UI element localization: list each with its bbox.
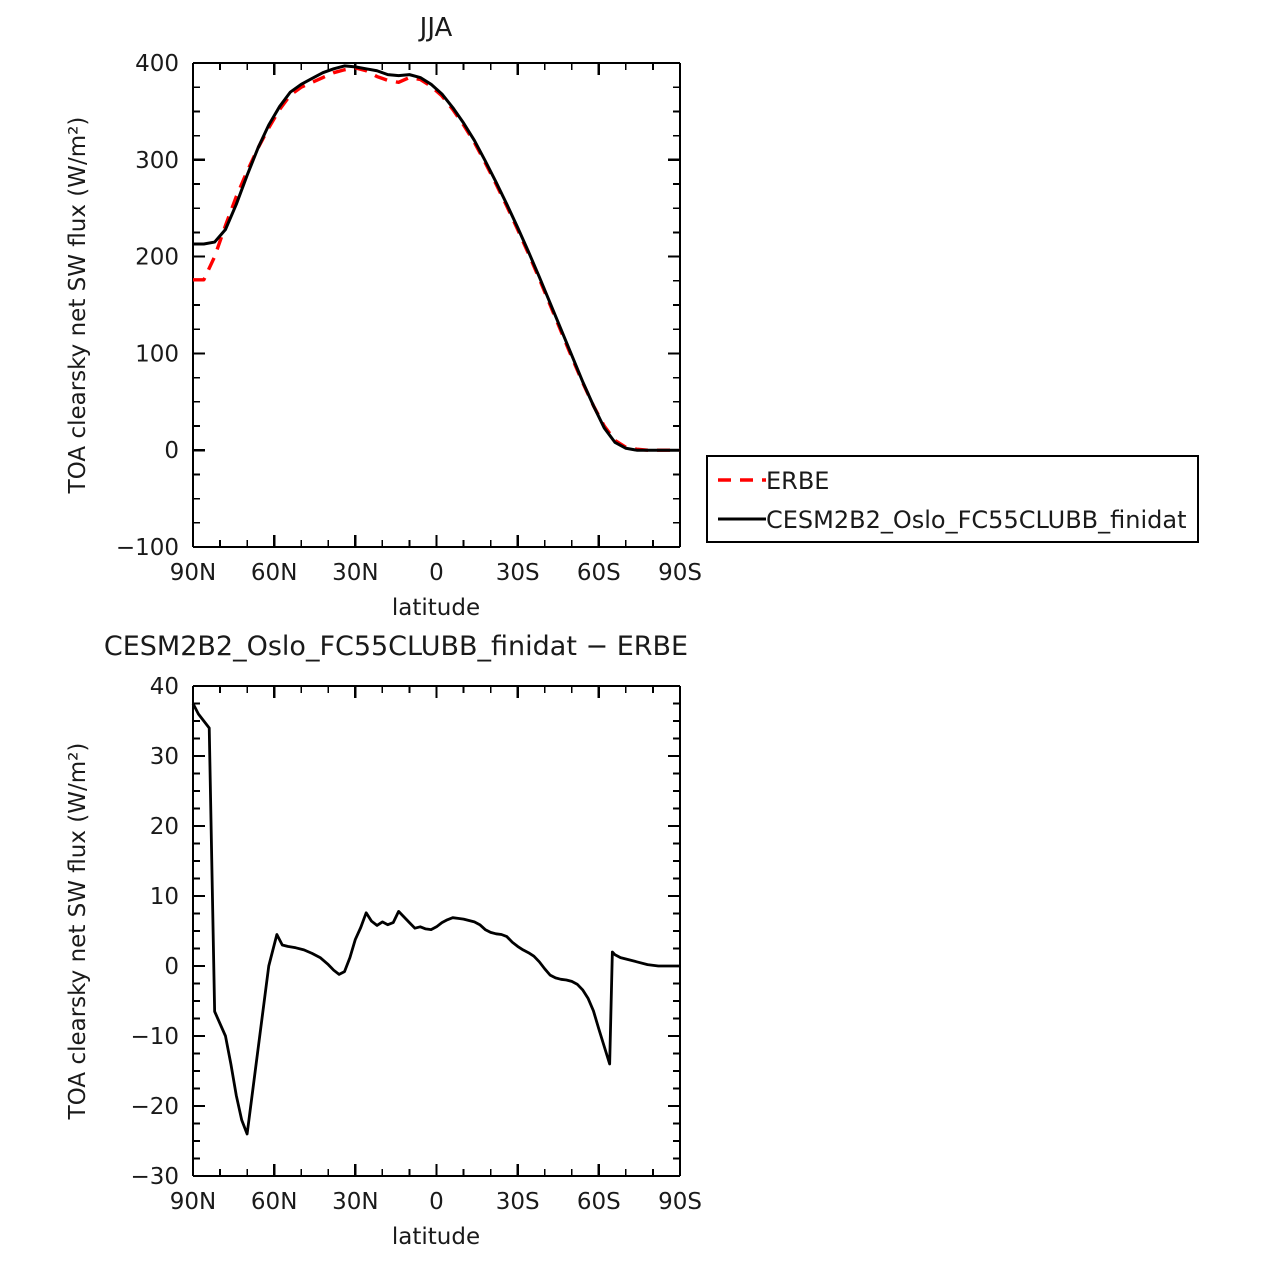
xtick-label: 0	[429, 1189, 444, 1215]
xtick-label: 90N	[170, 1189, 216, 1215]
ytick-label: 300	[135, 148, 179, 174]
ytick-label: 400	[135, 51, 179, 77]
ytick-label: −10	[130, 1024, 179, 1050]
top-panel-xlabel: latitude	[392, 595, 480, 621]
xtick-label: 30S	[496, 1189, 540, 1215]
xtick-label: 90N	[170, 560, 216, 586]
xtick-label: 30S	[496, 560, 540, 586]
xtick-label: 0	[429, 560, 444, 586]
ytick-label: 0	[164, 954, 179, 980]
ytick-label: −30	[130, 1164, 179, 1190]
xtick-label: 90S	[658, 560, 702, 586]
top-panel-title: JJA	[418, 13, 453, 43]
legend-label-cesm2b2: CESM2B2_Oslo_FC55CLUBB_finidat	[766, 506, 1187, 534]
bottom-panel-ylabel: TOA clearsky net SW flux (W/m²)	[65, 743, 91, 1121]
legend-label-erbe: ERBE	[766, 467, 829, 495]
ytick-label: −100	[116, 535, 179, 561]
xtick-label: 60S	[577, 560, 621, 586]
bottom-panel-xlabel: latitude	[392, 1224, 480, 1250]
ytick-label: 200	[135, 245, 179, 271]
xtick-label: 60S	[577, 1189, 621, 1215]
ytick-label: 0	[164, 438, 179, 464]
plot-figure: JJA −1000100200300400 90N60N30N030S60S90…	[0, 0, 1263, 1263]
legend-entry-cesm2b2[interactable]: CESM2B2_Oslo_FC55CLUBB_finidat	[718, 506, 1187, 534]
figure-root: JJA −1000100200300400 90N60N30N030S60S90…	[0, 0, 1263, 1263]
legend: ERBE CESM2B2_Oslo_FC55CLUBB_finidat	[707, 456, 1198, 542]
xtick-label: 30N	[332, 1189, 378, 1215]
xtick-label: 30N	[332, 560, 378, 586]
ytick-label: 10	[150, 884, 179, 910]
ytick-label: 20	[150, 814, 179, 840]
xtick-label: 60N	[251, 1189, 297, 1215]
top-panel-ylabel: TOA clearsky net SW flux (W/m²)	[65, 117, 91, 495]
xtick-label: 90S	[658, 1189, 702, 1215]
ytick-label: 40	[150, 674, 179, 700]
bottom-panel-title: CESM2B2_Oslo_FC55CLUBB_finidat − ERBE	[104, 631, 688, 662]
ytick-label: −20	[130, 1094, 179, 1120]
ytick-label: 100	[135, 341, 179, 367]
xtick-label: 60N	[251, 560, 297, 586]
ytick-label: 30	[150, 744, 179, 770]
